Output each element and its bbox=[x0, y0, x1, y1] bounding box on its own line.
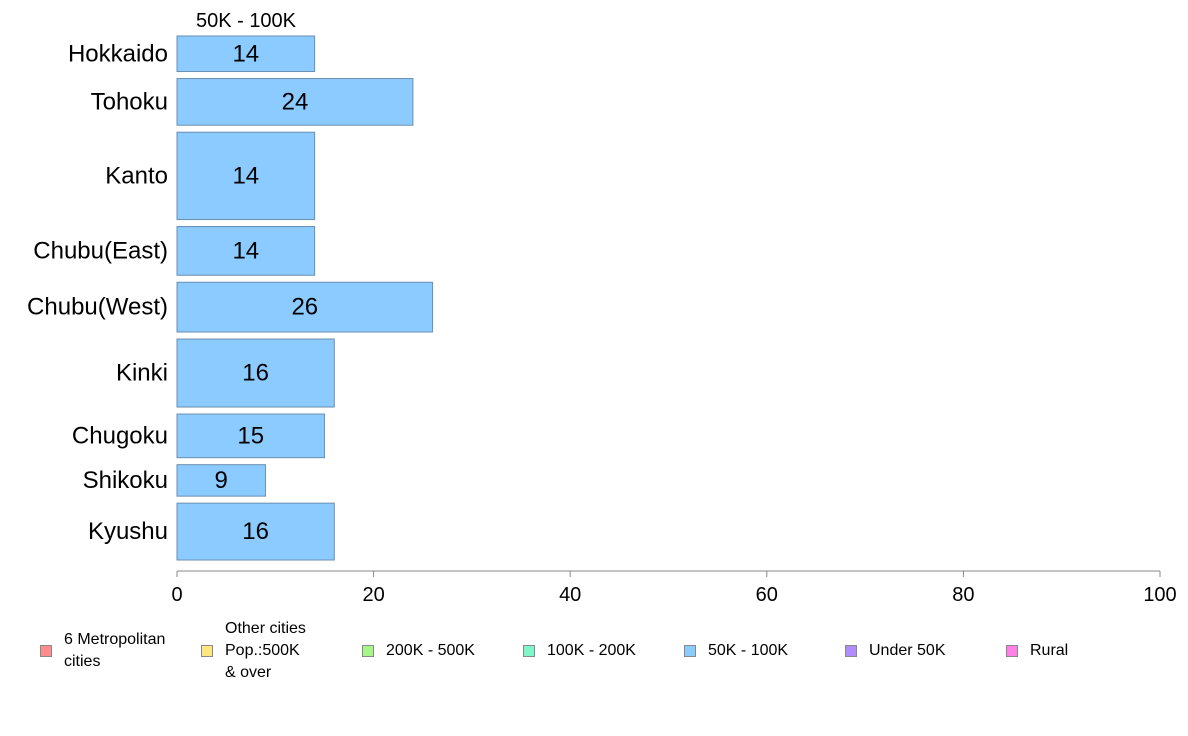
category-label: Kyushu bbox=[88, 518, 168, 545]
legend-item: Other cities Pop.:500K & over bbox=[201, 616, 306, 686]
legend-item: 200K - 500K bbox=[362, 616, 475, 686]
legend-swatch bbox=[201, 645, 213, 657]
legend-swatch bbox=[684, 645, 696, 657]
legend-item: 50K - 100K bbox=[684, 616, 788, 686]
bar-kyushu bbox=[176, 502, 335, 561]
bar-value-label: 16 bbox=[242, 360, 269, 387]
category-label: Tohoku bbox=[91, 88, 168, 115]
bar-value-label: 26 bbox=[291, 294, 318, 321]
bar-value-label: 24 bbox=[282, 88, 309, 115]
category-label: Kanto bbox=[105, 162, 168, 189]
legend-swatch bbox=[40, 645, 52, 657]
bar-value-label: 14 bbox=[232, 162, 259, 189]
bar-shikoku bbox=[176, 464, 266, 497]
legend-item: Rural bbox=[1006, 616, 1068, 686]
legend-label: 6 Metropolitan cities bbox=[64, 631, 166, 670]
legend-swatch bbox=[362, 645, 374, 657]
x-tick-label: 0 bbox=[171, 584, 182, 606]
bar-hokkaido bbox=[176, 35, 316, 73]
bar-value-label: 16 bbox=[242, 518, 269, 545]
category-label: Kinki bbox=[116, 360, 168, 387]
legend-label: Under 50K bbox=[869, 642, 946, 659]
bar-chugoku bbox=[176, 413, 325, 459]
legend: 6 Metropolitan cities Other cities Pop.:5… bbox=[0, 616, 1188, 696]
x-tick-label: 80 bbox=[952, 584, 974, 606]
panel-title: 50K - 100K bbox=[196, 10, 297, 32]
bar-value-label: 14 bbox=[232, 40, 259, 67]
legend-label: Other cities Pop.:500K & over bbox=[225, 620, 306, 681]
legend-label: 200K - 500K bbox=[386, 642, 475, 659]
x-tick-label: 20 bbox=[362, 584, 384, 606]
bar-chubu-east bbox=[176, 226, 316, 276]
bar-value-label: 15 bbox=[237, 422, 264, 449]
x-tick-label: 60 bbox=[756, 584, 778, 606]
category-label: Chubu(West) bbox=[27, 294, 168, 321]
legend-swatch bbox=[523, 645, 535, 657]
legend-label: Rural bbox=[1030, 642, 1069, 659]
bars-group: Hokkaido 14 Tohoku 24 Kanto 14 Chubu(East) 14 Ch… bbox=[27, 35, 434, 561]
bar-value-label: 9 bbox=[215, 467, 228, 494]
bar-tohoku bbox=[176, 78, 414, 126]
bar-kanto bbox=[176, 131, 316, 221]
category-label: Chubu(East) bbox=[33, 237, 168, 264]
bar-value-label: 14 bbox=[232, 237, 259, 264]
legend-item: 6 Metropolitan cities bbox=[40, 616, 165, 686]
legend-swatch bbox=[1006, 645, 1018, 657]
bar-chubu-west bbox=[176, 281, 434, 333]
legend-label: 100K - 200K bbox=[547, 642, 636, 659]
legend-label: 50K - 100K bbox=[708, 642, 789, 659]
legend-item: 100K - 200K bbox=[523, 616, 636, 686]
category-label: Chugoku bbox=[72, 422, 168, 449]
legend-swatch bbox=[845, 645, 857, 657]
x-tick-label: 40 bbox=[559, 584, 581, 606]
category-label: Shikoku bbox=[83, 467, 168, 494]
x-axis: 0 20 40 60 80 100 bbox=[171, 570, 1177, 606]
legend-item: Under 50K bbox=[845, 616, 946, 686]
x-tick-label: 100 bbox=[1143, 584, 1176, 606]
bar-chart: 50K - 100K Hokkaido 14 Tohoku 24 Kanto 14 Chub… bbox=[27, 10, 1177, 606]
bar-kinki bbox=[176, 338, 335, 408]
category-label: Hokkaido bbox=[68, 40, 168, 67]
